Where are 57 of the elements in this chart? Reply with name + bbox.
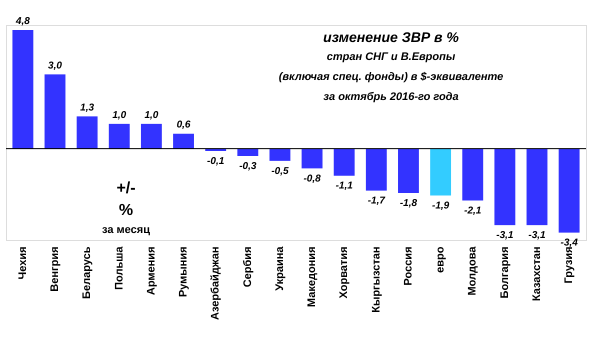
bar xyxy=(12,30,34,149)
data-label: -0,5 xyxy=(271,166,289,177)
x-tick-label: Венгрия xyxy=(49,246,62,292)
data-label: -1,1 xyxy=(336,180,354,192)
bar xyxy=(108,124,130,149)
data-label: 1,0 xyxy=(112,110,127,121)
bar xyxy=(140,124,162,149)
x-tick-label: Армения xyxy=(145,246,158,296)
x-tick-label: Хорватия xyxy=(338,246,350,298)
x-tick-label: Македония xyxy=(306,246,318,308)
text: стран СНГ и В.Европы (включая спец. фонды) в $-эквиваленте за октябрь 2016-го года xyxy=(278,51,504,103)
x-tick-label: Сербия xyxy=(242,246,254,288)
bar xyxy=(462,148,484,200)
bar xyxy=(494,148,516,226)
data-label: -1,8 xyxy=(400,198,418,210)
x-tick-label: Польша xyxy=(113,246,126,290)
data-label: -3,1 xyxy=(496,230,514,242)
data-label: -2,1 xyxy=(464,205,482,216)
annotation: % xyxy=(118,202,134,219)
bar xyxy=(269,148,290,161)
bar xyxy=(526,148,548,226)
data-label: 3,0 xyxy=(48,60,62,72)
data-label: 1,3 xyxy=(80,102,95,114)
data-label: -1,7 xyxy=(368,196,386,207)
bar xyxy=(398,148,419,194)
x-tick-label: Молдова xyxy=(466,246,479,296)
bar xyxy=(44,74,66,149)
annotation: +/- xyxy=(116,180,136,197)
data-label: -1,9 xyxy=(432,200,450,212)
bar xyxy=(76,116,98,149)
bar xyxy=(430,148,452,196)
data-label: -0,1 xyxy=(207,156,225,168)
annotation: за месяц xyxy=(102,224,150,236)
x-tick-label: Болгария xyxy=(498,246,511,298)
x-tick-label: Чехия xyxy=(16,246,29,280)
bar xyxy=(334,148,355,176)
x-tick-label: Россия xyxy=(402,246,414,286)
data-label: -3,1 xyxy=(528,230,546,242)
data-label: -0,3 xyxy=(239,160,257,172)
chart-title: изменение ЗВР в % xyxy=(323,29,460,45)
bar xyxy=(558,148,580,233)
data-label: 4,8 xyxy=(14,16,30,27)
x-tick-label: Грузия xyxy=(563,246,576,284)
x-tick-label: Кыргызстан xyxy=(370,246,382,313)
x-tick-label: Азербайджан xyxy=(210,246,222,320)
x-tick-label: Румыния xyxy=(178,246,190,298)
data-label: 1,0 xyxy=(144,110,159,121)
bar xyxy=(302,148,323,168)
bar xyxy=(173,134,194,149)
x-tick-label: Беларусь xyxy=(81,246,94,299)
bar xyxy=(366,148,387,191)
bar xyxy=(237,148,258,156)
x-tick-label: Украина xyxy=(274,246,286,291)
x-tick-label: евро xyxy=(434,246,447,273)
data-label: 0,6 xyxy=(176,120,191,131)
x-tick-label: Казахстан xyxy=(530,246,543,302)
data-label: -0,8 xyxy=(303,173,322,184)
